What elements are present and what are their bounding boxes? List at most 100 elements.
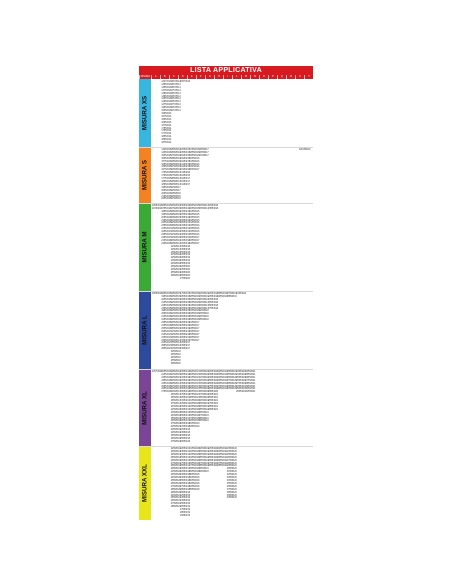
tyre-size-entry: 2355/R19 (189, 426, 200, 429)
tyre-size-entry: 2455/R20 (208, 376, 219, 379)
tyre-size-entry: 3955/R20 (226, 494, 237, 497)
tyre-size-entry: 2455/R17 (189, 242, 200, 245)
tyre-size-entry: 2455/R17 (170, 339, 181, 342)
header-cell: R (285, 75, 295, 79)
tyre-size-entry: 2255/R16 (189, 163, 200, 166)
tyre-size-entry: 2655/R17 (170, 345, 181, 348)
header-cell: G (204, 75, 214, 79)
tyre-size-entry: 2057/R13 (170, 107, 181, 110)
tyre-size-entry: 2955/R18 (180, 491, 191, 494)
size-band-m: MISURA M (139, 203, 151, 291)
tyre-size-entry: 2455/R17 (170, 394, 181, 397)
size-list-column: 2255/R17 2355/R17 (199, 205, 209, 211)
tyre-size-entry: 2455/R18 (189, 408, 200, 411)
tyre-size-entry: 2055/R18 (198, 373, 209, 376)
tyre-size-entry: 2055/R18 (170, 195, 181, 198)
tyre-size-entry: 2455/R21 (208, 394, 219, 397)
header-cell: T (303, 75, 313, 79)
tyre-size-entry: 1575/R15 (161, 160, 172, 163)
tyre-size-entry: 2655/R16 (180, 391, 191, 394)
tyre-size-entry: 2955/R20 (170, 491, 181, 494)
tyre-size-entry: 2455/R19 (170, 453, 181, 456)
tyre-size-entry: 2455/R18 (170, 414, 181, 417)
tyre-size-entry: 2555/R19 (198, 456, 209, 459)
tyre-size-entry: 2855/R21 (170, 506, 181, 509)
tyre-size-entry: 2155/R16 (152, 207, 162, 210)
tyre-size-entry: 1755/R16 (189, 149, 200, 151)
size-list-column: 2255/R16 2355/R16 2455/R16 2255/R17 2355/R17… (199, 293, 209, 322)
header-cell: A (150, 75, 160, 79)
tyre-size-entry: 2356/R18 (170, 260, 181, 263)
tyre-size-entry: 1955/R16 (170, 371, 181, 373)
header-cell: B (159, 75, 169, 79)
tyre-size-entry: 2155/R16 (161, 219, 172, 222)
tyre-size-entry: 2555/R18 (170, 359, 181, 362)
tyre-size-entry: 2555/R16 (180, 388, 191, 391)
tyre-size-entry: 2155/R17 (161, 333, 172, 336)
tyre-size-entry: 1455/R13 (161, 98, 172, 101)
tyre-size-entry: 2755/R18 (198, 394, 209, 397)
tyre-size-entry: 2055/R16 (161, 216, 172, 219)
tyre-size-entry: 2555/R15 (180, 316, 191, 319)
tyre-size-entry: 2555/R20 (180, 274, 191, 277)
tyre-size-entry: 2455/R16 (170, 322, 181, 325)
tyre-size-entry: 2055/R16 (180, 373, 191, 376)
tyre-size-entry: 2255/R20 (170, 471, 181, 474)
tyre-size-entry: 2255/R15 (170, 301, 181, 304)
tyre-size-entry: 1775/R15 (161, 178, 172, 181)
tyre-size-entry: 2455/R18 (198, 385, 209, 388)
tyre-size-entry: 2855/R20 (170, 488, 181, 491)
tyre-size-entry: 2555/R19 (217, 379, 228, 382)
tyre-size-entry: 2155/R18 (161, 239, 172, 242)
tyre-size-entry: 2355/R19 (198, 450, 209, 453)
tyre-size-entry: 3455/R20 (226, 479, 237, 482)
tyre-size-entry: 2555/R16 (170, 324, 181, 327)
tyre-size-entry: 1757/R14 (170, 89, 181, 92)
tyre-size-entry: 2245/R16 (180, 175, 191, 178)
tyre-size-entry: 2655/R16 (161, 388, 172, 391)
tyre-size-entry: 2157/R14 (170, 110, 181, 113)
tyre-size-entry: 2156/R17 (170, 245, 181, 248)
size-band-xl: MISURA XL (139, 369, 151, 446)
tyre-size-entry: 2155/R18 (170, 405, 181, 408)
tyre-size-entry: 2255/R20 (208, 448, 219, 450)
tyre-size-entry: 2555/R18 (180, 437, 191, 440)
tyre-size-entry: 3055/R21 (245, 388, 256, 391)
tyre-size-entry: 2255/R18 (170, 408, 181, 411)
tyre-size-entry: 3755/R20 (226, 488, 237, 491)
tyre-size-entry: 2655/R19 (198, 411, 209, 414)
tyre-size-entry: 2555/R17 (170, 342, 181, 345)
tyre-size-entry: 2145/R15 (180, 163, 191, 166)
tyre-size-entry: 2555/R19 (198, 408, 209, 411)
tyre-size-entry: 2255/R17 (189, 236, 200, 239)
tyre-size-entry: 2055/R17 (189, 373, 200, 376)
tyre-size-entry: 2355/R15 (180, 310, 191, 313)
tyre-size-entry: 2755/R18 (189, 417, 200, 420)
tyre-size-entry: 2455/R15 (189, 219, 200, 222)
tyre-size-entry: 2255/R16 (180, 213, 191, 216)
tyre-size-entry: 1955/R17 (198, 149, 209, 151)
tyre-size-entry: 2155/R16 (189, 160, 200, 163)
tyre-size-entry: 1555/R13 (161, 110, 172, 113)
tyre-size-entry: 2355/R20 (180, 268, 191, 271)
tyre-size-entry: 1855/R16 (189, 295, 200, 298)
tyre-size-entry: 3155/R21 (245, 391, 256, 394)
tyre-size-entry: 2155/R16 (180, 210, 191, 213)
tyre-size-entry: 2555/R18 (189, 459, 200, 462)
tyre-size-entry: 2855/R18 (189, 420, 200, 423)
tyre-size-entry: 2155/R17 (170, 186, 181, 189)
size-list-column: 2455/R21 2555/R21 2655/R21 2755/R21 2855/R21… (246, 371, 256, 394)
section-divider (139, 369, 313, 370)
size-list-column: 1755/R16 1855/R16 1955/R16 2055/R16 2155/R16… (189, 293, 199, 342)
tyre-size-entry: 2055/R17 (180, 336, 191, 339)
tyre-size-entry: 2155/R16 (180, 376, 191, 379)
tyre-size-entry: 2755/R21 (208, 402, 219, 405)
section-divider (139, 446, 313, 447)
tyre-size-entry: 2855/R19 (170, 465, 181, 468)
tyre-size-entry: 2455/R17 (180, 234, 191, 237)
tyre-size-entry: 2755/R20 (236, 382, 247, 385)
size-label: MISURA L (141, 315, 149, 345)
tyre-size-entry: 2255/R18 (198, 310, 209, 313)
tyre-size-entry: 2555/R18 (208, 301, 219, 304)
header-cell: H (213, 75, 223, 79)
